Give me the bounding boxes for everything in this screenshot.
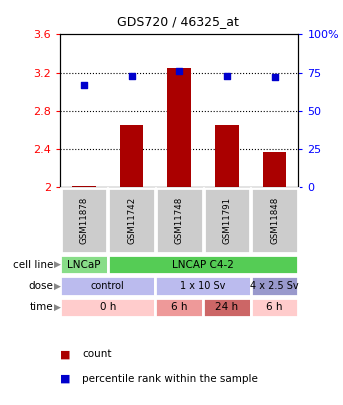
Text: 0 h: 0 h [99,302,116,312]
Bar [251,298,298,317]
Bar [203,188,250,254]
Text: ▶: ▶ [54,303,61,312]
Bar [167,68,191,188]
Text: 4 x 2.5 Sv: 4 x 2.5 Sv [250,281,299,291]
Point [272,74,277,81]
Bar [251,276,298,296]
Point [81,82,86,88]
Text: LNCaP: LNCaP [67,260,100,270]
Bar [155,276,251,296]
Bar [108,188,155,254]
Bar [203,298,251,317]
Text: ▶: ▶ [54,281,61,290]
Text: cell line: cell line [13,260,53,270]
Bar [120,125,143,188]
Text: GSM11848: GSM11848 [270,197,279,244]
Point [224,72,230,79]
Bar [60,255,108,274]
Text: 6 h: 6 h [171,302,188,312]
Text: 6 h: 6 h [266,302,283,312]
Text: 24 h: 24 h [215,302,238,312]
Bar [108,255,298,274]
Text: count: count [82,350,112,359]
Bar [251,188,298,254]
Text: GSM11791: GSM11791 [222,197,232,244]
Text: LNCAP C4-2: LNCAP C4-2 [172,260,234,270]
Bar [60,298,155,317]
Bar [60,276,155,296]
Point [129,72,134,79]
Text: GSM11878: GSM11878 [79,197,88,244]
Text: ■: ■ [60,350,71,359]
Bar [156,188,203,254]
Text: dose: dose [28,281,53,291]
Text: GSM11742: GSM11742 [127,197,136,244]
Text: time: time [29,302,53,312]
Point [177,68,182,75]
Text: control: control [91,281,125,291]
Bar [72,185,96,188]
Text: GDS720 / 46325_at: GDS720 / 46325_at [117,15,239,28]
Bar [60,188,107,254]
Bar [263,152,286,188]
Bar [155,298,203,317]
Text: percentile rank within the sample: percentile rank within the sample [82,374,258,384]
Text: ■: ■ [60,374,71,384]
Text: ▶: ▶ [54,260,61,269]
Text: GSM11748: GSM11748 [175,197,184,244]
Bar [215,125,239,188]
Text: 1 x 10 Sv: 1 x 10 Sv [180,281,226,291]
